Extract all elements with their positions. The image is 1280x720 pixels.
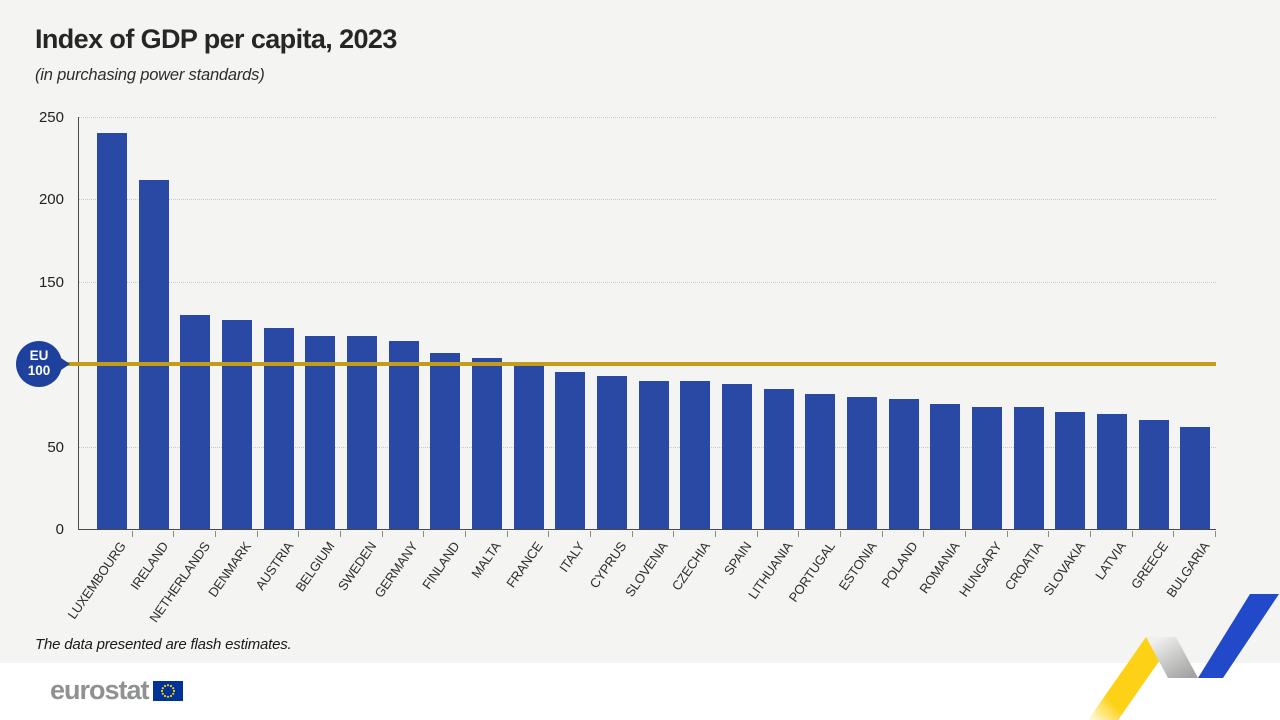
x-label-austria: AUSTRIA xyxy=(252,539,296,593)
bar-column-latvia: LATVIA xyxy=(1091,117,1133,583)
bar-portugal xyxy=(805,393,836,529)
bar-poland xyxy=(888,398,919,529)
chart-title: Index of GDP per capita, 2023 xyxy=(35,24,397,54)
bar-croatia xyxy=(1013,407,1044,529)
x-label-croatia: CROATIA xyxy=(1001,539,1046,594)
bar-czechia xyxy=(680,380,711,529)
x-label-ireland: IRELAND xyxy=(126,539,171,593)
bar-column-portugal: PORTUGAL xyxy=(785,117,841,605)
bar-hungary xyxy=(971,407,1002,529)
bar-column-ireland: IRELAND xyxy=(127,117,175,593)
y-tick-label-50: 50 xyxy=(47,438,64,456)
x-label-cyprus: CYPRUS xyxy=(586,539,630,592)
bar-france xyxy=(513,365,544,529)
bar-column-italy: ITALY xyxy=(549,117,591,575)
bar-cyprus xyxy=(596,375,627,529)
eu-100-badge: EU 100 xyxy=(16,341,70,387)
eu-badge-label-bottom: 100 xyxy=(27,363,51,378)
x-label-romania: ROMANIA xyxy=(916,539,963,597)
bar-malta xyxy=(471,357,502,529)
x-label-belgium: BELGIUM xyxy=(292,539,338,595)
chart-subtitle: (in purchasing power standards) xyxy=(35,66,265,84)
bar-sweden xyxy=(346,336,377,529)
bar-column-cyprus: CYPRUS xyxy=(587,117,633,591)
x-label-italy: ITALY xyxy=(556,539,588,575)
bar-column-denmark: DENMARK xyxy=(205,117,258,600)
y-tick-label-200: 200 xyxy=(38,191,64,209)
bar-column-sweden: SWEDEN xyxy=(335,117,383,593)
bar-column-bulgaria: BULGARIA xyxy=(1164,117,1216,600)
plot-area: LUXEMBOURG IRELAND NETHERLANDS DENMARK AUSTR… xyxy=(63,117,1216,625)
x-label-denmark: DENMARK xyxy=(205,539,255,600)
bars: LUXEMBOURG IRELAND NETHERLANDS DENMARK AUSTR… xyxy=(65,117,1216,625)
bar-netherlands xyxy=(180,314,211,529)
bar-luxembourg xyxy=(96,133,127,529)
bar-column-slovakia: SLOVAKIA xyxy=(1040,117,1091,598)
bar-column-estonia: ESTONIA xyxy=(835,117,883,593)
ribbon-decoration-icon xyxy=(1088,594,1279,720)
bar-column-slovenia: SLOVENIA xyxy=(622,117,675,600)
bar-austria xyxy=(263,327,294,529)
y-tick-label-250: 250 xyxy=(38,109,64,126)
eurostat-wordmark: eurostat xyxy=(50,675,150,705)
x-label-slovenia: SLOVENIA xyxy=(622,539,671,600)
eu-badge-label-top: EU xyxy=(29,348,49,364)
bar-bulgaria xyxy=(1180,426,1211,529)
bar-greece xyxy=(1138,420,1169,529)
x-label-estonia: ESTONIA xyxy=(835,539,880,594)
bar-spain xyxy=(721,383,752,529)
y-tick-label-150: 150 xyxy=(38,273,64,291)
gridline-250 xyxy=(79,117,1216,118)
bar-column-croatia: CROATIA xyxy=(1002,117,1050,593)
x-label-poland: POLAND xyxy=(878,539,921,591)
bar-slovenia xyxy=(638,380,669,529)
bar-lithuania xyxy=(763,388,794,529)
bar-slovakia xyxy=(1055,412,1086,529)
x-label-finland: FINLAND xyxy=(419,539,463,593)
bar-column-greece: GREECE xyxy=(1128,117,1175,592)
bar-romania xyxy=(930,403,961,529)
flash-estimates-note: The data presented are flash estimates. xyxy=(35,636,292,653)
x-label-luxembourg: LUXEMBOURG xyxy=(64,539,130,622)
gridline-200 xyxy=(79,199,1216,201)
x-label-sweden: SWEDEN xyxy=(334,539,380,594)
bar-column-luxembourg: LUXEMBOURG xyxy=(65,117,133,622)
eu-flag-icon xyxy=(152,680,183,701)
bar-ireland xyxy=(138,179,169,529)
gridline-150 xyxy=(79,281,1216,283)
bar-column-lithuania: LITHUANIA xyxy=(746,117,800,602)
x-label-czechia: CZECHIA xyxy=(668,539,713,594)
y-tick-label-0: 0 xyxy=(55,521,64,538)
bar-column-france: FRANCE xyxy=(504,117,550,590)
bar-column-malta: MALTA xyxy=(466,117,508,581)
bar-denmark xyxy=(221,319,252,529)
bar-column-netherlands: NETHERLANDS xyxy=(146,117,216,625)
x-label-france: FRANCE xyxy=(503,539,546,591)
bar-column-finland: FINLAND xyxy=(419,117,466,592)
x-label-germany: GERMANY xyxy=(371,539,421,601)
bar-column-germany: GERMANY xyxy=(372,117,425,600)
x-label-malta: MALTA xyxy=(468,539,505,581)
bar-belgium xyxy=(305,336,336,529)
bar-column-czechia: CZECHIA xyxy=(668,117,716,593)
bar-estonia xyxy=(846,397,877,529)
bar-finland xyxy=(430,352,461,529)
bar-latvia xyxy=(1096,413,1127,529)
x-label-spain: SPAIN xyxy=(720,539,755,578)
x-label-hungary: HUNGARY xyxy=(955,539,1005,600)
y-axis-labels: 0 50 150 200 250 xyxy=(0,109,70,538)
bar-column-hungary: HUNGARY xyxy=(956,117,1008,600)
bar-column-belgium: BELGIUM xyxy=(292,117,341,594)
bar-column-romania: ROMANIA xyxy=(916,117,966,596)
bar-germany xyxy=(388,341,419,529)
bar-column-poland: POLAND xyxy=(879,117,925,590)
bar-column-austria: AUSTRIA xyxy=(252,117,300,593)
eu-reference-line xyxy=(63,362,1216,367)
bottom-strip: eurostat xyxy=(0,663,1280,720)
bar-column-spain: SPAIN xyxy=(716,117,758,578)
bar-italy xyxy=(555,372,586,529)
eurostat-logo: eurostat xyxy=(50,675,183,706)
